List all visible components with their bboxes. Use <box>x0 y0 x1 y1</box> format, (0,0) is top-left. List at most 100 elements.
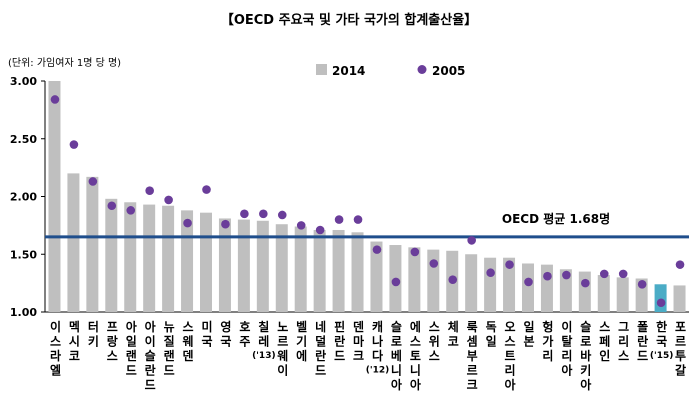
category-label-char: 주 <box>239 335 250 349</box>
category-label-char: 영 <box>220 319 231 334</box>
bar-2014 <box>124 202 137 312</box>
bar-2014 <box>237 219 250 312</box>
category-label-char: 질 <box>164 335 175 349</box>
category-label-char: 슬 <box>580 320 591 334</box>
category-label-char: 란 <box>315 348 326 363</box>
category-label-char: 덴 <box>183 348 194 363</box>
category-label-char: 라 <box>50 348 61 363</box>
category-label-char: 르 <box>467 364 478 378</box>
dot-2005 <box>296 221 306 230</box>
category-label-char: 폴 <box>637 319 648 334</box>
bar-2014 <box>408 247 421 312</box>
category-label-char: 한 <box>656 319 667 334</box>
category-label-char: 시 <box>69 335 80 349</box>
bar-2014 <box>522 263 534 312</box>
category-label-char: 호 <box>239 320 250 334</box>
dot-2005 <box>675 260 685 269</box>
dot-2005 <box>391 277 401 287</box>
category-label-char: 스 <box>429 320 440 334</box>
category-label-char: 덜 <box>315 335 326 349</box>
bar-2014 <box>578 271 591 312</box>
dot-2005 <box>126 206 136 215</box>
category-label-char: 셈 <box>467 335 478 349</box>
category-label-char: 헝 <box>542 319 553 334</box>
category-label-char: 니 <box>410 363 421 378</box>
category-label-char: 로 <box>391 335 402 349</box>
category-label-char: 드 <box>315 364 326 378</box>
bar-2014 <box>654 284 667 312</box>
category-label-char: 스 <box>505 335 516 349</box>
category-label-char: 페 <box>599 335 610 349</box>
dot-2005 <box>410 247 420 257</box>
dot-2005 <box>202 185 211 194</box>
dot-2005 <box>372 245 382 254</box>
category-label-char: 슬 <box>391 320 402 334</box>
category-label-char: 스 <box>618 349 629 363</box>
bar-2014 <box>294 226 307 312</box>
category-note: ('15) <box>650 351 674 361</box>
dot-2005 <box>353 215 363 224</box>
axis-group: 1.00 1.50 2.00 2.50 3.00 <box>10 75 689 319</box>
bar-2014 <box>143 204 156 312</box>
category-note: ('13) <box>252 351 276 361</box>
dot-2005 <box>88 177 98 186</box>
category-note: ('12) <box>366 366 390 376</box>
dot-2005 <box>581 278 590 288</box>
bar-2014 <box>313 229 326 312</box>
dot-2005 <box>50 95 60 104</box>
dot-2005 <box>315 225 325 235</box>
y-tick-label: 2.00 <box>10 191 37 204</box>
category-label-char: 본 <box>523 335 534 349</box>
average-line-group: OECD 평균 1.68명 <box>45 212 689 239</box>
legend-label-2005: 2005 <box>432 64 465 78</box>
category-label-char: 란 <box>334 334 345 349</box>
category-label-char: 아 <box>391 377 402 392</box>
category-label-char: 이 <box>50 319 61 334</box>
category-label-char: 스 <box>183 320 194 334</box>
category-label-char: 아 <box>561 363 572 378</box>
dot-2005 <box>448 275 458 284</box>
category-label-char: 칠 <box>258 319 269 334</box>
category-label-char: 다 <box>372 348 383 363</box>
category-label-char: 벨 <box>296 319 307 334</box>
category-label-char: 르 <box>277 335 288 349</box>
bar-2014 <box>256 220 269 312</box>
category-label-char: 란 <box>637 334 648 349</box>
legend-swatch-2014 <box>316 64 327 75</box>
category-label-char: 가 <box>542 334 553 349</box>
category-label-char: 엘 <box>50 364 61 378</box>
bar-2014 <box>616 277 629 312</box>
category-label-char: 일 <box>486 335 497 349</box>
dot-2005 <box>637 279 647 289</box>
bar-2014 <box>559 269 572 312</box>
category-label-char: 위 <box>429 335 440 349</box>
category-label-char: 아 <box>505 377 516 392</box>
category-label-char: 크 <box>467 378 478 392</box>
bar-2014 <box>351 232 364 312</box>
category-label-char: 키 <box>580 363 591 378</box>
category-label-char: 로 <box>580 335 591 349</box>
category-label-char: 일 <box>523 320 534 334</box>
category-label-char: 에 <box>410 319 421 334</box>
category-label-char: 이 <box>145 334 156 349</box>
dot-2005 <box>221 219 230 229</box>
category-label-char: 리 <box>618 334 629 349</box>
category-label-char: 나 <box>372 334 383 349</box>
category-label-char: 드 <box>145 378 156 392</box>
dot-2005 <box>599 269 609 279</box>
category-label-char: 트 <box>505 349 516 363</box>
bar-2014 <box>48 81 61 312</box>
bar-2014 <box>540 264 553 312</box>
category-label-char: 드 <box>126 364 137 378</box>
category-label-char: 그 <box>618 320 629 334</box>
dot-2005 <box>562 270 571 280</box>
category-labels: 이스라엘멕시코터키프랑스아일랜드아이슬란드뉴질랜드스웨덴미국영국호주칠레('13… <box>50 319 686 392</box>
legend-label-2014: 2014 <box>332 64 365 78</box>
bar-2014 <box>484 257 497 312</box>
category-label-char: 인 <box>599 348 610 363</box>
category-label-char: 드 <box>334 349 345 363</box>
category-label-char: 국 <box>201 335 212 349</box>
category-label-char: 국 <box>220 335 231 349</box>
category-label-char: 토 <box>410 349 421 363</box>
